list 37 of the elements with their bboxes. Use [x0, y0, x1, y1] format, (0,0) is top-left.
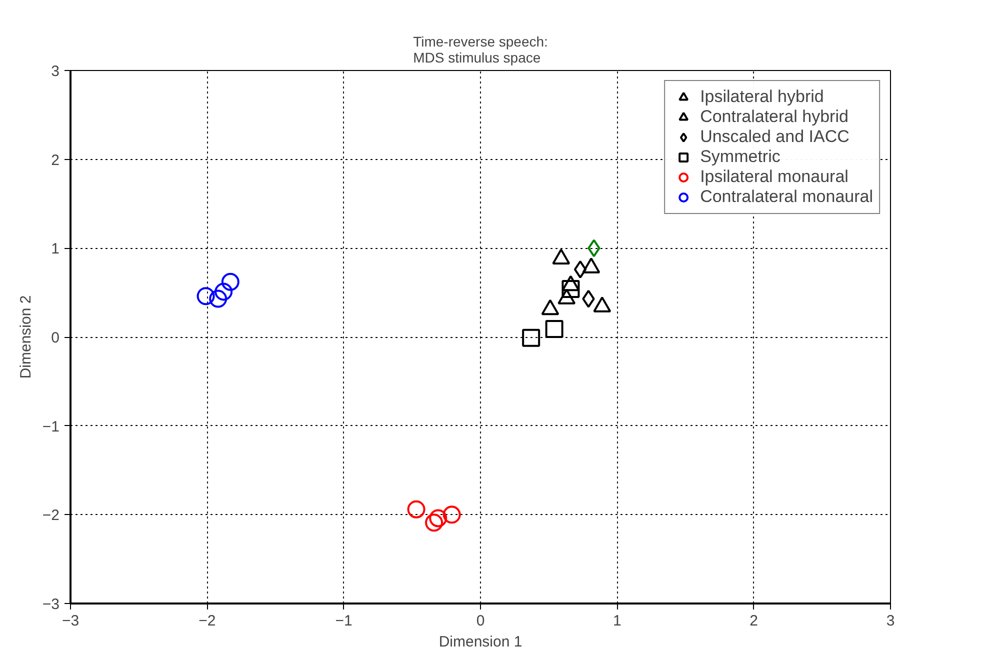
y-tick-label: −2 [42, 507, 60, 524]
y-tick-label: −3 [42, 596, 60, 613]
point [209, 290, 228, 308]
point [545, 320, 564, 338]
y-axis-title: Dimension 2 [17, 295, 34, 379]
point [196, 287, 215, 306]
x-tick-label: 3 [886, 612, 895, 630]
x-tick-label: −1 [335, 612, 352, 630]
point [425, 514, 444, 532]
x-tick-label: 2 [750, 612, 758, 630]
y-tick-label: 2 [51, 152, 60, 169]
y-tick-label: 0 [51, 330, 60, 346]
point [562, 280, 580, 298]
legend-label: Symmetric [700, 147, 780, 167]
legend-label: Unscaled and IACC [700, 127, 850, 147]
point [221, 272, 240, 291]
legend-label: Ipsilateral hybrid [700, 87, 824, 107]
point [588, 239, 600, 258]
y-tick-label: 3 [51, 63, 60, 80]
legend-label: Ipsilateral monaural [700, 167, 848, 187]
point [214, 282, 233, 301]
point [574, 260, 587, 278]
point [407, 500, 426, 518]
x-tick-label: 0 [476, 612, 485, 630]
x-tick-label: 1 [612, 612, 622, 630]
point [442, 506, 461, 524]
legend-label: Contralateral monaural [700, 187, 873, 207]
point [582, 290, 595, 308]
point [429, 509, 448, 528]
chart-title: Time-reverse speech: MDS stimulus space [413, 34, 548, 66]
y-tick-label: 1 [51, 240, 60, 258]
y-tick-label: −1 [42, 418, 60, 436]
x-axis-title: Dimension 1 [438, 634, 522, 650]
legend-label: Contralateral hybrid [700, 107, 848, 127]
x-tick-label: −3 [62, 612, 80, 630]
x-tick-label: −2 [198, 612, 216, 630]
point [522, 328, 540, 347]
